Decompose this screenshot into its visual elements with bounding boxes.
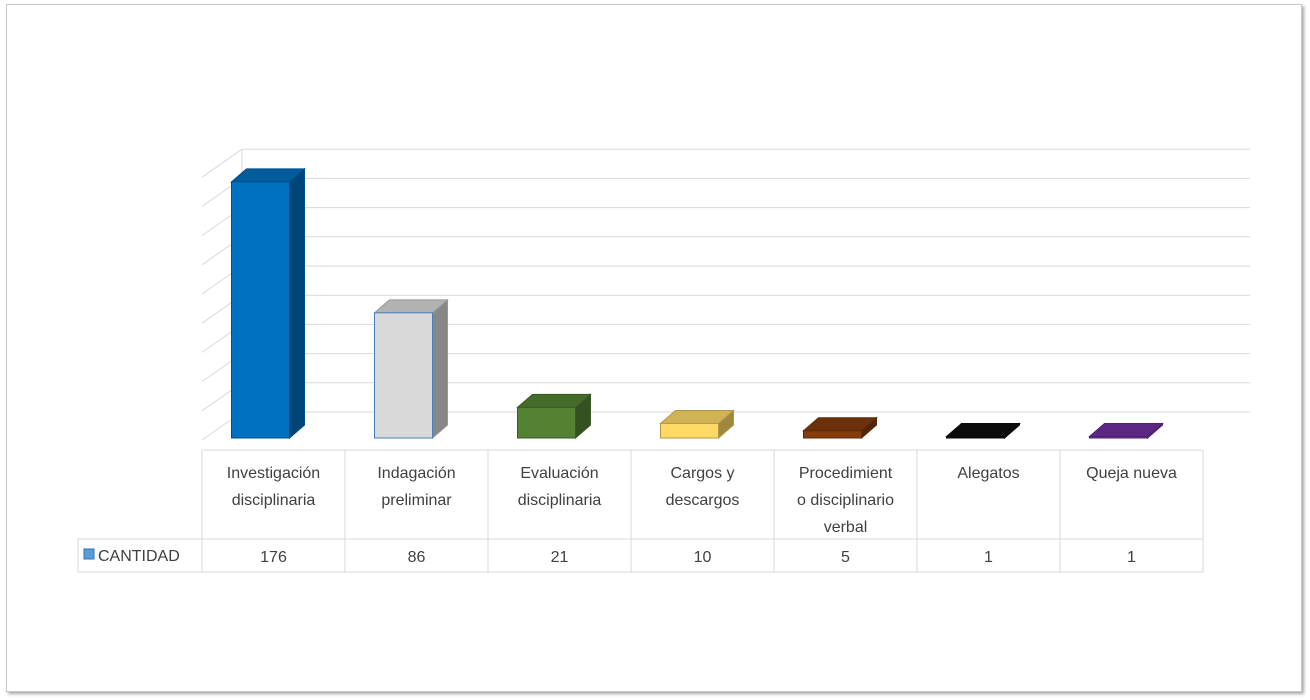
bar — [660, 422, 719, 439]
legend-label: CANTIDAD — [98, 548, 180, 565]
chart-frame — [6, 4, 1302, 692]
category-label: Evaluación — [520, 465, 598, 482]
data-label: 10 — [694, 549, 712, 566]
bar — [517, 406, 576, 439]
data-label: 5 — [841, 549, 850, 566]
side-gridline — [201, 148, 243, 178]
data-label: 1 — [1127, 549, 1136, 566]
category-label: Indagación — [377, 465, 455, 482]
legend-key — [83, 548, 95, 560]
category-label: Queja nueva — [1086, 465, 1177, 482]
category-label: preliminar — [381, 492, 452, 509]
category-label: o disciplinario — [797, 492, 894, 509]
category-label: Cargos y — [670, 465, 734, 482]
category-label: Alegatos — [957, 465, 1019, 482]
bar-side — [432, 298, 448, 440]
bar — [374, 312, 433, 439]
category-label: verbal — [824, 519, 868, 536]
data-label: 1 — [984, 549, 993, 566]
category-label: disciplinaria — [518, 492, 602, 509]
bar — [946, 436, 1005, 439]
bar — [803, 430, 862, 439]
bar-side — [289, 167, 305, 440]
data-label: 21 — [551, 549, 569, 566]
category-label: Investigación — [227, 465, 320, 482]
category-label: descargos — [666, 492, 740, 509]
category-label: disciplinaria — [232, 492, 316, 509]
bar — [1089, 436, 1148, 439]
data-label: 176 — [260, 549, 287, 566]
bar — [231, 181, 290, 439]
category-label: Procedimient — [799, 465, 893, 482]
data-label: 86 — [408, 549, 426, 566]
